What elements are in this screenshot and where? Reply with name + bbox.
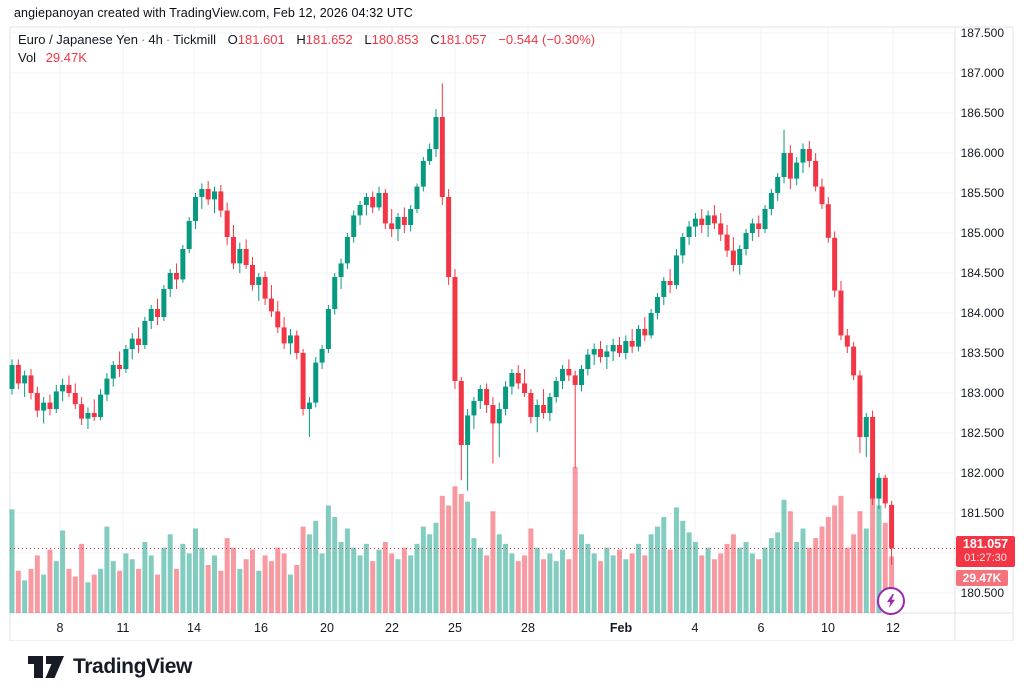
footer: TradingView: [0, 641, 1024, 696]
price-tick-label: 181.500: [960, 506, 1004, 520]
price-tick-label: 182.500: [960, 426, 1004, 440]
time-axis-label: 10: [821, 621, 835, 635]
open-value: 181.601: [237, 32, 285, 47]
time-axis-label: 6: [757, 621, 765, 635]
last-price-value: 181.057: [962, 537, 1009, 551]
bar-countdown: 01:27:30: [964, 552, 1007, 564]
time-axis-label: 14: [187, 621, 201, 635]
price-tick-label: 187.500: [960, 26, 1004, 40]
last-price-badge: 181.057 01:27:30: [956, 536, 1015, 567]
broker-label[interactable]: Tickmill: [173, 32, 216, 47]
time-axis-label: 20: [320, 621, 334, 635]
lightning-icon: [887, 594, 895, 608]
time-axis-label: 11: [116, 621, 130, 635]
time-axis-label: Feb: [609, 621, 633, 635]
low-label: L: [364, 32, 372, 47]
price-tick-label: 186.500: [960, 106, 1004, 120]
attribution-text: angiepanoyan created with TradingView.co…: [14, 6, 413, 20]
price-tick-label: 186.000: [960, 146, 1004, 160]
tradingview-mark-icon: [28, 656, 64, 678]
high-value: 181.652: [305, 32, 353, 47]
time-axis-label: 22: [385, 621, 399, 635]
legend-volume-row: Vol 29.47K: [18, 49, 595, 66]
legend-ohlc-row: Euro / Japanese Yen · 4h · Tickmill O181.601…: [18, 32, 596, 47]
price-tick-label: 184.500: [960, 266, 1004, 280]
volume-value: 29.47K: [45, 50, 87, 65]
last-price-badge-stack: 181.057 01:27:30 29.47K: [956, 536, 1016, 586]
price-tick-label: 184.000: [960, 306, 1004, 320]
time-scale[interactable]: 8 11 14 16 20 22 25 28 Feb 4 6 10 12: [0, 614, 1024, 641]
price-tick-label: 180.500: [960, 586, 1004, 600]
close-value: 181.057: [439, 32, 487, 47]
close-label: C: [430, 32, 440, 47]
current-volume-badge: 29.47K: [956, 570, 1008, 586]
volume-label[interactable]: Vol: [18, 50, 37, 65]
time-axis-label: 25: [448, 621, 462, 635]
timeframe-label[interactable]: 4h: [148, 32, 163, 47]
price-tick-label: 183.500: [960, 346, 1004, 360]
price-tick-label: 185.500: [960, 186, 1004, 200]
symbol-title[interactable]: Euro / Japanese Yen: [18, 32, 138, 47]
chart-legend: Euro / Japanese Yen · 4h · Tickmill O181.601…: [18, 31, 595, 66]
price-tick-label: 182.000: [960, 466, 1004, 480]
time-axis-label: 12: [886, 621, 900, 635]
price-tick-label: 185.000: [960, 226, 1004, 240]
change-value: −0.544 (−0.30%): [498, 32, 596, 47]
time-axis-label: 16: [254, 621, 268, 635]
low-value: 180.853: [371, 32, 419, 47]
time-axis-label: 28: [521, 621, 535, 635]
time-axis-label: 8: [56, 621, 64, 635]
time-axis-label: 4: [691, 621, 699, 635]
flash-action-button[interactable]: [877, 587, 905, 615]
tradingview-logo-text: TradingView: [73, 655, 192, 678]
price-tick-label: 187.000: [960, 66, 1004, 80]
high-label: H: [296, 32, 306, 47]
tradingview-logo[interactable]: TradingView: [28, 654, 192, 680]
open-label: O: [227, 32, 238, 47]
price-tick-label: 183.000: [960, 386, 1004, 400]
